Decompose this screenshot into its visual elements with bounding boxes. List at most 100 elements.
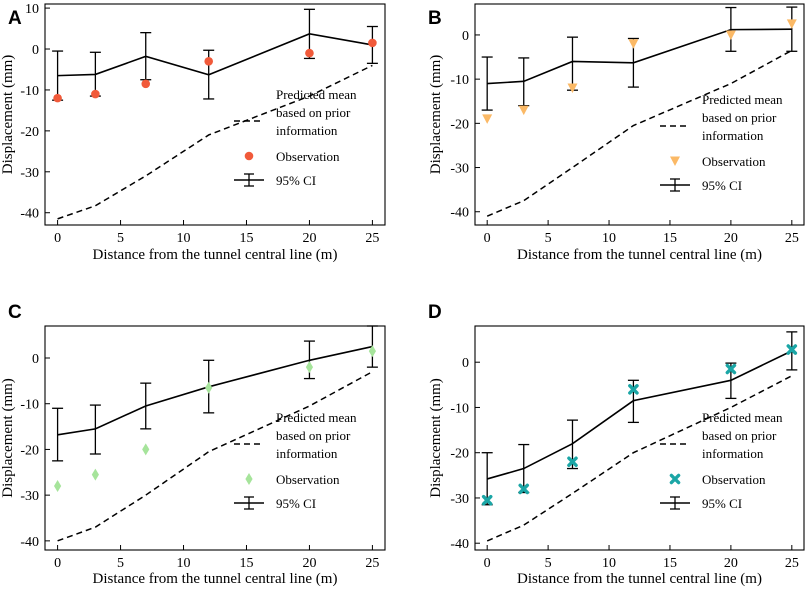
legend-label: based on prior <box>702 428 777 443</box>
y-tick-label: -30 <box>450 162 469 177</box>
y-tick-label: -40 <box>450 206 469 221</box>
plot-frame <box>474 325 805 551</box>
prior-mean-line <box>486 49 793 217</box>
plot-frame <box>44 3 386 226</box>
legend-label: Predicted mean <box>702 410 783 425</box>
legend-observation-swatch <box>245 473 253 485</box>
observation-point <box>481 494 493 506</box>
plot-frame <box>474 3 805 226</box>
y-tick-label: -20 <box>20 443 39 458</box>
observation-point <box>628 39 639 49</box>
y-tick-label: -30 <box>20 489 39 504</box>
observation-point <box>91 89 100 99</box>
x-tick-label: 5 <box>545 231 552 246</box>
x-tick-label: 15 <box>663 556 677 571</box>
x-tick-label: 15 <box>239 556 253 571</box>
y-tick-label: 0 <box>32 43 39 58</box>
x-tick-label: 5 <box>117 231 124 246</box>
panel-letter: A <box>8 8 22 29</box>
observation-point <box>786 344 798 355</box>
legend-label: based on prior <box>276 105 351 120</box>
y-tick-label: 0 <box>462 29 469 44</box>
legend-observation-swatch <box>669 473 681 485</box>
legend-label: based on prior <box>702 110 777 125</box>
x-tick-label: 5 <box>117 556 124 571</box>
legend: Predicted mean based on prior information O… <box>234 410 357 511</box>
y-tick-label: -40 <box>20 535 39 550</box>
y-tick-label: -10 <box>450 401 469 416</box>
legend-label: information <box>702 446 764 461</box>
x-tick-label: 0 <box>54 556 61 571</box>
x-tick-label: 25 <box>365 556 379 571</box>
x-axis-title: Distance from the tunnel central line (m… <box>517 247 762 263</box>
panel-letter: B <box>428 8 442 29</box>
observation-point <box>368 38 377 48</box>
x-tick-label: 10 <box>177 231 191 246</box>
y-tick-label: -10 <box>20 84 39 99</box>
panel-b: B 0 5 10 15 20 25 0 -10 -20 -30 -40 Distance from th… <box>428 3 805 263</box>
legend-label: Predicted mean <box>276 410 357 425</box>
legend-label: Observation <box>702 154 766 169</box>
y-axis-title: Displacement (mm) <box>428 378 444 498</box>
x-tick-label: 25 <box>785 231 799 246</box>
ci-mean-line <box>57 33 373 77</box>
panel-letter: D <box>428 302 442 323</box>
observation-point <box>518 483 530 495</box>
legend-label: based on prior <box>276 428 351 443</box>
observation-point <box>368 345 377 358</box>
x-tick-label: 15 <box>663 231 677 246</box>
y-tick-label: 0 <box>462 356 469 371</box>
legend: Predicted mean based on prior information O… <box>234 87 357 188</box>
legend-label: 95% CI <box>702 496 742 511</box>
observation-point <box>142 443 150 456</box>
x-tick-label: 0 <box>484 556 491 571</box>
legend-label: 95% CI <box>702 178 742 193</box>
observation-point <box>482 114 493 124</box>
observation-point <box>786 19 797 29</box>
legend-label: Predicted mean <box>702 92 783 107</box>
observation-point <box>53 93 62 103</box>
observation-point <box>567 83 578 93</box>
observation-point <box>91 468 99 481</box>
y-axis-title: Displacement (mm) <box>0 378 16 498</box>
y-axis-title: Displacement (mm) <box>428 55 444 175</box>
legend-label: information <box>276 446 338 461</box>
panel-d: D 0 5 10 15 20 25 0 -10 -20 -30 -40 Distance from th… <box>428 302 805 587</box>
x-tick-label: 10 <box>602 556 616 571</box>
prior-mean-line <box>486 375 793 542</box>
y-tick-label: -20 <box>20 125 39 140</box>
legend-label: 95% CI <box>276 496 316 511</box>
legend: Predicted mean based on prior information O… <box>660 410 783 511</box>
legend-observation-swatch <box>670 156 680 166</box>
panel-letter: C <box>8 302 22 323</box>
plot-frame <box>44 325 386 551</box>
y-tick-label: -30 <box>450 492 469 507</box>
x-tick-label: 10 <box>177 556 191 571</box>
y-tick-label: -10 <box>450 73 469 88</box>
observation-point <box>204 56 214 66</box>
y-tick-label: -40 <box>20 207 39 222</box>
x-tick-label: 0 <box>54 231 61 246</box>
legend-label: Predicted mean <box>276 87 357 102</box>
observation-point <box>518 105 529 116</box>
y-tick-label: -30 <box>20 166 39 181</box>
legend-label: Observation <box>276 149 340 164</box>
y-tick-label: -10 <box>20 398 39 413</box>
x-axis-title: Distance from the tunnel central line (m… <box>517 571 762 587</box>
y-axis-title: Displacement (mm) <box>0 55 16 175</box>
observation-point <box>725 30 736 40</box>
x-tick-label: 15 <box>239 231 253 246</box>
observation-point <box>205 381 213 394</box>
x-tick-label: 20 <box>724 556 738 571</box>
observation-point <box>567 456 578 468</box>
legend: Predicted mean based on prior information O… <box>660 92 783 193</box>
prior-mean-line <box>57 371 373 542</box>
x-tick-label: 20 <box>302 231 316 246</box>
y-tick-label: 0 <box>32 352 39 367</box>
legend-label: 95% CI <box>276 173 316 188</box>
prior-mean-line <box>57 64 373 220</box>
y-tick-label: 10 <box>25 2 39 17</box>
y-tick-label: -20 <box>450 447 469 462</box>
